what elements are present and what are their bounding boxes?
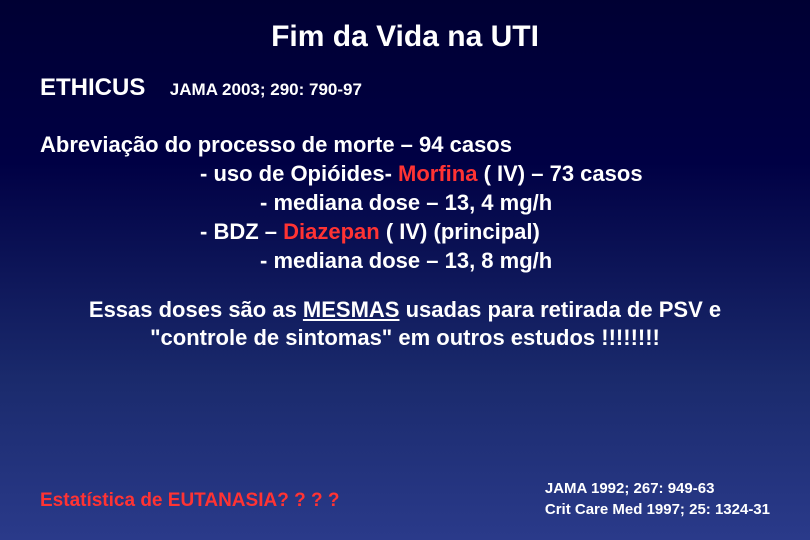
body-line-1: Abreviação do processo de morte – 94 cas…: [40, 132, 770, 158]
footer-citations: JAMA 1992; 267: 949-63 Crit Care Med 199…: [545, 478, 770, 520]
euthanasia-question: Estatística de EUTANASIA? ? ? ?: [40, 490, 339, 512]
conclusion-part1: Essas doses são as: [89, 297, 303, 322]
body-line-3: - mediana dose – 13, 4 mg/h: [40, 190, 770, 216]
header-row: ETHICUS JAMA 2003; 290: 790-97: [40, 74, 770, 102]
slide-title: Fim da Vida na UTI: [40, 20, 770, 54]
study-name: ETHICUS: [40, 74, 145, 102]
conclusion-underline: MESMAS: [303, 297, 400, 322]
conclusion-text: Essas doses são as MESMAS usadas para re…: [40, 296, 770, 351]
diazepan-highlight: Diazepan: [283, 219, 380, 244]
body-line-4a: - BDZ –: [200, 219, 283, 244]
slide-container: Fim da Vida na UTI ETHICUS JAMA 2003; 29…: [0, 0, 810, 540]
top-citation: JAMA 2003; 290: 790-97: [170, 80, 362, 100]
body-line-4b: ( IV) (principal): [380, 219, 540, 244]
body-line-4: - BDZ – Diazepan ( IV) (principal): [40, 219, 770, 245]
morfina-highlight: Morfina: [398, 161, 477, 186]
body-line-2a: - uso de Opióides-: [200, 161, 398, 186]
body-line-5: - mediana dose – 13, 8 mg/h: [40, 248, 770, 274]
citation-2: Crit Care Med 1997; 25: 1324-31: [545, 499, 770, 520]
body-line-2: - uso de Opióides- Morfina ( IV) – 73 ca…: [40, 161, 770, 187]
citation-1: JAMA 1992; 267: 949-63: [545, 478, 770, 499]
body-line-2b: ( IV) – 73 casos: [477, 161, 642, 186]
body-content: Abreviação do processo de morte – 94 cas…: [40, 132, 770, 274]
